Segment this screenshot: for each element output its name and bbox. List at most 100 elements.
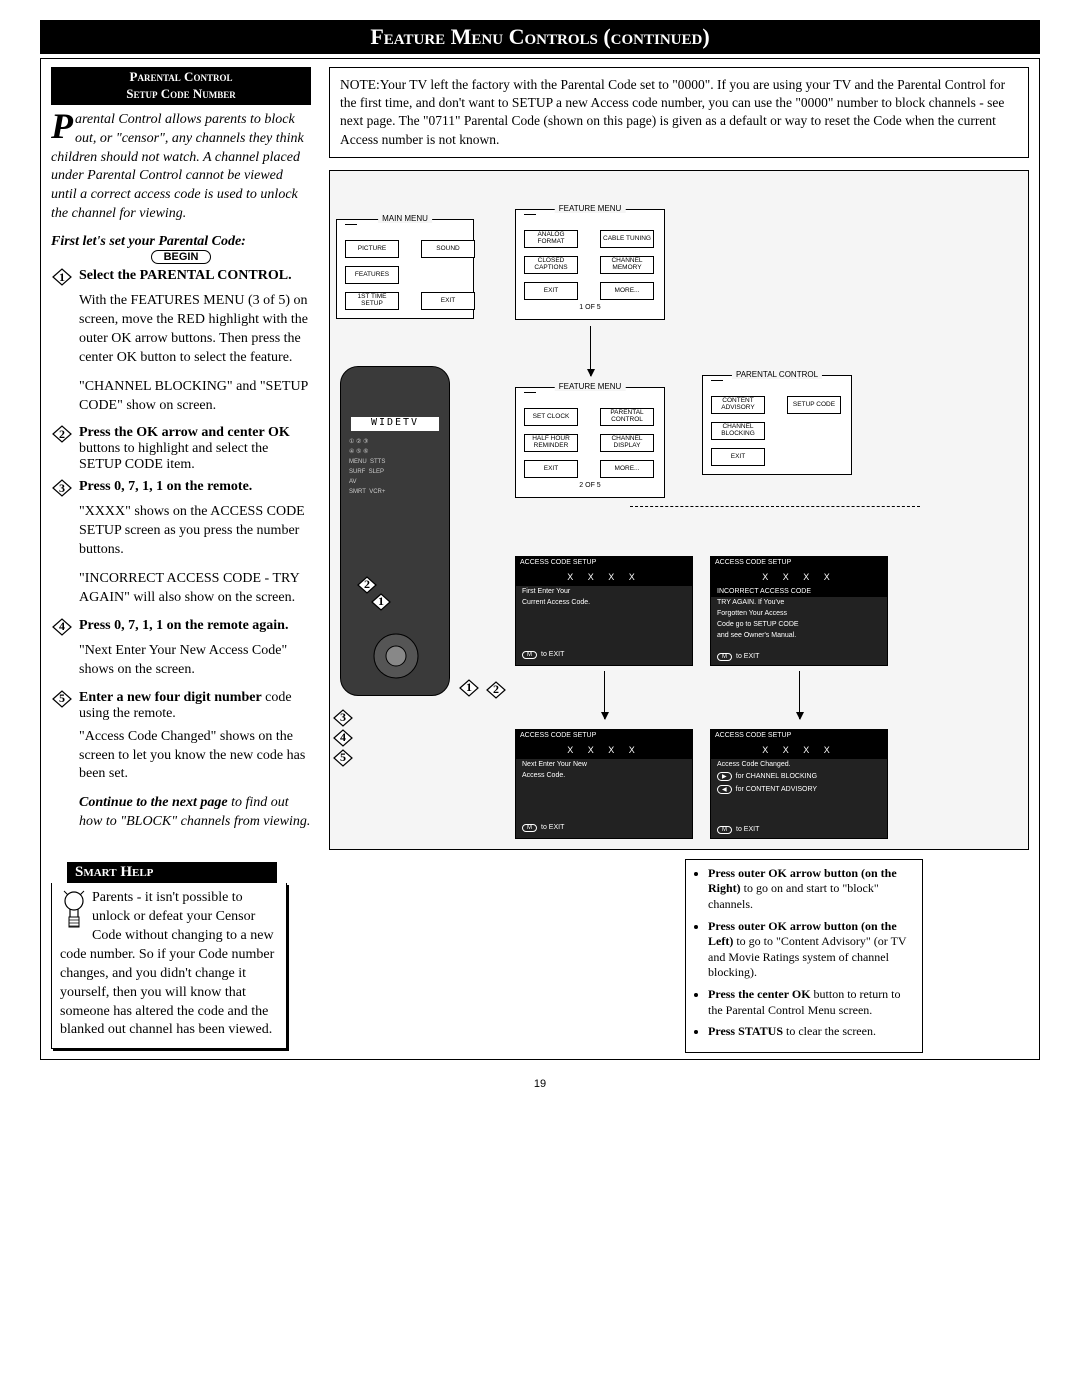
screen1-footer: to EXIT <box>541 651 564 658</box>
screen4-l1: Access Code Changed. <box>711 759 887 770</box>
step-num: 5 <box>51 690 73 708</box>
screen4-code: X X X X <box>711 741 887 759</box>
screen2-title: ACCESS CODE SETUP <box>711 557 887 568</box>
feature-menu-1: FEATURE MENU ANALOG FORMAT CABLE TUNING … <box>515 209 665 320</box>
heading-line1: Parental Control <box>130 69 233 84</box>
page-title-bar: Feature Menu Controls (continued) <box>40 20 1040 54</box>
step-badge-1: 1 <box>51 268 73 286</box>
screen2-l4: and see Owner's Manual. <box>711 630 887 641</box>
screen4-l2: for CHANNEL BLOCKING <box>736 773 817 780</box>
dropcap: P <box>51 111 75 141</box>
step-badge-3: 3 <box>51 479 73 497</box>
step-1: 1 Select the PARENTAL CONTROL. <box>51 268 311 286</box>
screen1-l1: First Enter Your <box>516 586 692 597</box>
tip-4: Press STATUS to clear the screen. <box>708 1024 914 1040</box>
menu-btn: CABLE TUNING <box>600 230 654 248</box>
lightbulb-icon <box>60 889 88 931</box>
step-4: 4 Press 0, 7, 1, 1 on the remote again. <box>51 618 311 636</box>
tips-box: Press outer OK arrow button (on the Righ… <box>685 859 923 1053</box>
tip-2: Press outer OK arrow button (on the Left… <box>708 919 914 981</box>
menu-btn: EXIT <box>711 448 765 466</box>
diag-badge-5: 5 <box>332 749 354 767</box>
menu-btn: MORE... <box>600 282 654 300</box>
parental-legend: PARENTAL CONTROL <box>732 370 822 379</box>
screen2-code: X X X X <box>711 568 887 586</box>
arrow-down-2 <box>604 671 605 719</box>
menu-btn: CHANNEL BLOCKING <box>711 422 765 440</box>
screen1-l2: Current Access Code. <box>516 597 692 608</box>
step-badge-2: 2 <box>51 425 73 443</box>
diag-badge-3: 3 <box>332 709 354 727</box>
first-lets-set: First let's set your Parental Code: <box>51 234 311 250</box>
diag-badge-4: 4 <box>332 729 354 747</box>
menu-btn: MORE... <box>600 460 654 478</box>
step1-bold: Select the PARENTAL CONTROL. <box>79 268 292 283</box>
screen2-l2: Forgotten Your Access <box>711 608 887 619</box>
page-number: 19 <box>40 1078 1040 1090</box>
menu-btn: CONTENT ADVISORY <box>711 396 765 414</box>
menu-btn: SET CLOCK <box>524 408 578 426</box>
step-badge-5: 5 <box>51 690 73 708</box>
step-badge-4: 4 <box>51 618 73 636</box>
menu-btn: ANALOG FORMAT <box>524 230 578 248</box>
feature-menu-2-legend: FEATURE MENU <box>555 382 626 391</box>
screen-4: ACCESS CODE SETUP X X X X Access Code Ch… <box>710 729 888 839</box>
menu-btn: PICTURE <box>345 240 399 258</box>
step-num: 4 <box>51 618 73 636</box>
left-column: Parental Control Setup Code Number Paren… <box>51 67 311 1049</box>
arrow-down-1 <box>590 326 591 376</box>
menu-btn: FEATURES <box>345 266 399 284</box>
dashed-connector <box>630 506 920 507</box>
step-num: 3 <box>51 479 73 497</box>
menu-btn: EXIT <box>421 292 475 310</box>
diag-badge-1: 1 <box>458 679 480 697</box>
parental-menu: PARENTAL CONTROL CONTENT ADVISORY SETUP … <box>702 375 852 475</box>
right-column: NOTE:Your TV left the factory with the P… <box>329 67 1029 850</box>
smart-help-text: Parents - it isn't possible to unlock or… <box>60 890 274 1037</box>
screen-3: ACCESS CODE SETUP X X X X Next Enter You… <box>515 729 693 839</box>
screen2-footer: to EXIT <box>736 653 759 660</box>
intro-text: arental Control allows parents to block … <box>51 112 304 221</box>
screen2-l1: TRY AGAIN. If You've <box>711 597 887 608</box>
smart-help: Smart Help Parents - it isn't possible t… <box>51 862 311 1049</box>
continue-bold: Continue to the next page <box>79 795 228 810</box>
p1b: "CHANNEL BLOCKING" and "SETUP CODE" show… <box>79 378 311 416</box>
screen4-title: ACCESS CODE SETUP <box>711 730 887 741</box>
screen3-code: X X X X <box>516 741 692 759</box>
menu-btn: CHANNEL MEMORY <box>600 256 654 274</box>
arrow-down-3 <box>799 671 800 719</box>
menu-btn: EXIT <box>524 460 578 478</box>
step-num: 2 <box>51 425 73 443</box>
remote-display: WIDETV <box>351 417 439 431</box>
screen2-l3: Code go to SETUP CODE <box>711 619 887 630</box>
tip-3: Press the center OK button to return to … <box>708 987 914 1018</box>
smart-help-title: Smart Help <box>67 862 277 883</box>
step4-bold: Press 0, 7, 1, 1 on the remote again. <box>79 618 288 633</box>
smart-help-body: Parents - it isn't possible to unlock or… <box>51 883 287 1049</box>
step-num: 1 <box>51 268 73 286</box>
menu-btn: EXIT <box>524 282 578 300</box>
menu-btn: SETUP CODE <box>787 396 841 414</box>
page-counter-2: 2 OF 5 <box>524 482 656 489</box>
step-3: 3 Press 0, 7, 1, 1 on the remote. <box>51 479 311 497</box>
p4a: "Next Enter Your New Access Code" shows … <box>79 642 311 680</box>
p3b: "INCORRECT ACCESS CODE - TRY AGAIN" will… <box>79 570 311 608</box>
page-frame: Parental Control Setup Code Number Paren… <box>40 58 1040 1060</box>
screen3-title: ACCESS CODE SETUP <box>516 730 692 741</box>
step5-bold: Enter a new four digit number <box>79 690 262 705</box>
begin-pill: BEGIN <box>151 250 211 264</box>
main-menu-panel: MAIN MENU PICTURE SOUND FEATURES 1ST TIM… <box>336 219 474 319</box>
step2-bold: Press the OK arrow and center OK <box>79 425 290 440</box>
p5a: "Access Code Changed" shows on the scree… <box>79 728 311 785</box>
screen-1: ACCESS CODE SETUP X X X X First Enter Yo… <box>515 556 693 666</box>
menu-btn: 1ST TIME SETUP <box>345 292 399 310</box>
screen3-footer: to EXIT <box>541 824 564 831</box>
screen3-l2: Access Code. <box>516 770 692 781</box>
screen4-footer: to EXIT <box>736 826 759 833</box>
screen4-l3: for CONTENT ADVISORY <box>736 786 817 793</box>
step2-rest: buttons to highlight and select the SETU… <box>79 441 268 472</box>
continue-line: Continue to the next page to find out ho… <box>79 794 311 832</box>
feature-menu-legend: FEATURE MENU <box>555 204 626 213</box>
diagram: MAIN MENU PICTURE SOUND FEATURES 1ST TIM… <box>329 170 1029 850</box>
note-box: NOTE:Your TV left the factory with the P… <box>329 67 1029 158</box>
